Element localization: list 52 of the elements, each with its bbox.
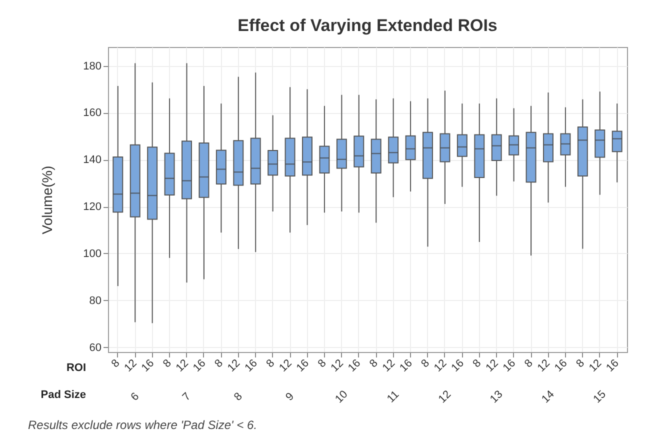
x-tick-label: 16 — [552, 357, 570, 374]
x-tick-label: 12 — [535, 357, 552, 374]
text: 10 — [333, 388, 350, 406]
x-tick-label: 12 — [277, 357, 294, 374]
x-tick-label: 8 — [316, 357, 329, 370]
text: 15 — [591, 388, 608, 406]
y-tick-label: 60 — [89, 342, 102, 354]
y-tick-label: 80 — [89, 294, 102, 307]
text: Pad Size — [40, 389, 86, 401]
x-tick-label: 16 — [294, 357, 312, 374]
x-tick-label: 12 — [174, 357, 191, 374]
y-tick-label: 140 — [83, 154, 102, 166]
x-tick-label: 12 — [484, 357, 501, 374]
x-tick-label: 8 — [574, 357, 587, 370]
y-tick-label: 100 — [83, 248, 102, 260]
text: 14 — [540, 388, 557, 406]
text: Results exclude rows where 'Pad Size' < 6. — [28, 418, 258, 432]
x-tick-label: 16 — [604, 357, 622, 374]
x-tick-label: 16 — [191, 357, 208, 374]
y-axis-title: Volume(%) — [39, 166, 56, 234]
text: 12 — [436, 388, 454, 406]
x-tick-label: 8 — [160, 357, 174, 370]
x-tick-label: 12 — [380, 357, 398, 374]
x-tick-label: 16 — [500, 357, 518, 374]
x-tick-label: 8 — [264, 357, 278, 370]
text: ROI — [66, 362, 86, 374]
text: 9 — [284, 390, 296, 404]
chart-title: Effect of Varying Extended ROIs — [238, 16, 498, 35]
x-tick-label: 8 — [212, 357, 226, 370]
text: 7 — [180, 390, 194, 404]
x-tick-label: 16 — [242, 357, 260, 374]
text: 13 — [488, 388, 506, 406]
x-tick-label: 8 — [419, 357, 432, 370]
x-tick-label: 12 — [586, 357, 604, 374]
y-tick-label: 180 — [83, 60, 102, 72]
y-tick-label: 160 — [83, 107, 102, 120]
text: 11 — [385, 388, 402, 406]
x-tick-label: 8 — [109, 357, 122, 370]
x-tick-label: 16 — [449, 357, 466, 374]
x-tick-label: 8 — [522, 357, 536, 370]
x-tick-label: 12 — [432, 357, 450, 374]
x-tick-label: 16 — [398, 357, 415, 374]
x-tick-label: 12 — [328, 357, 346, 374]
x-tick-label: 12 — [122, 357, 140, 374]
x-tick-label: 12 — [225, 357, 243, 374]
x-tick-label: 8 — [368, 357, 380, 370]
text: 8 — [232, 390, 245, 404]
x-tick-label: 16 — [139, 357, 157, 374]
y-tick-label: 120 — [83, 201, 102, 214]
x-tick-label: 8 — [470, 357, 484, 370]
x-tick-label: 16 — [346, 357, 364, 374]
text: 6 — [128, 390, 142, 404]
